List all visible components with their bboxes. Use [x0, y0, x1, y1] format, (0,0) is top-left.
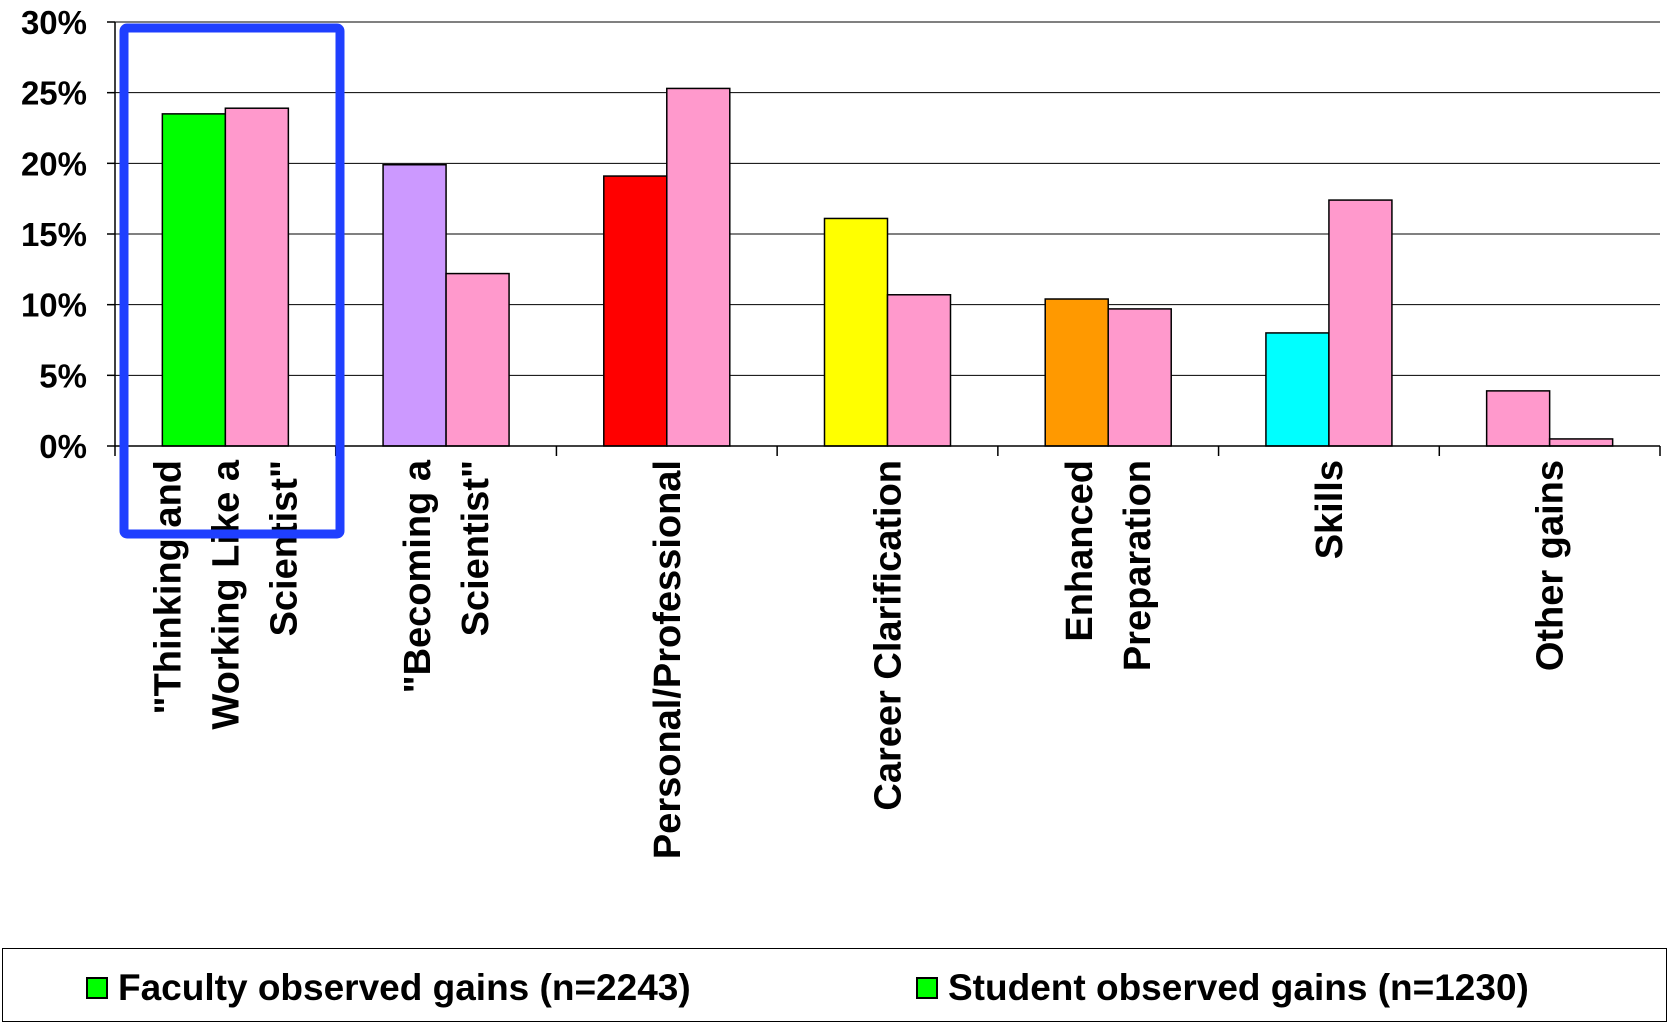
- bar-faculty: [823, 217, 889, 447]
- category-label: Scientist": [455, 460, 497, 636]
- y-tick-label: 0%: [39, 428, 87, 465]
- y-tick-labels: 0% 5% 10% 15% 20% 25% 30%: [21, 4, 87, 465]
- bar-student: [1548, 438, 1614, 447]
- bar-faculty: [1485, 390, 1551, 447]
- axes: [107, 21, 1661, 456]
- legend: Faculty observed gains (n=2243) Student …: [2, 948, 1667, 1022]
- bars: [161, 87, 1614, 447]
- bar-student: [666, 87, 731, 447]
- bar-faculty: [1044, 298, 1109, 447]
- bar-faculty: [603, 175, 668, 447]
- y-tick-label: 30%: [21, 4, 87, 41]
- category-label: Working Like a: [205, 459, 247, 729]
- legend-label-student: Student observed gains (n=1230): [948, 967, 1529, 1008]
- category-labels: "Thinking and Working Like a Scientist" "Be…: [147, 459, 1571, 859]
- category-label: "Thinking and: [147, 460, 189, 714]
- bar-student: [224, 107, 290, 447]
- y-tick-label: 20%: [21, 145, 87, 182]
- category-label: Preparation: [1117, 460, 1159, 671]
- bar-faculty: [161, 113, 227, 447]
- category-label: Personal/Professional: [647, 460, 689, 859]
- category-label: Skills: [1309, 460, 1351, 559]
- category-label: Scientist": [263, 460, 305, 636]
- category-label: Career Clarification: [868, 460, 910, 811]
- legend-swatch-faculty: [86, 977, 108, 999]
- category-label: Other gains: [1530, 460, 1572, 671]
- bar-student: [445, 272, 510, 447]
- bar-faculty: [382, 163, 447, 447]
- y-tick-label: 10%: [21, 287, 87, 324]
- highlight-rectangle: [119, 23, 345, 539]
- y-tick-label: 5%: [39, 357, 87, 394]
- category-label: "Becoming a: [397, 459, 439, 693]
- legend-item-student: Student observed gains (n=1230): [916, 967, 1529, 1009]
- y-tick-label: 15%: [21, 216, 87, 253]
- highlight-box: [119, 23, 345, 539]
- bar-faculty: [1265, 332, 1330, 447]
- category-label: Enhanced: [1059, 460, 1101, 642]
- bar-chart: 0% 5% 10% 15% 20% 25% 30% "Thinking and Working…: [21, 4, 1661, 859]
- legend-label-faculty: Faculty observed gains (n=2243): [118, 967, 691, 1008]
- y-tick-label: 25%: [21, 75, 87, 112]
- legend-item-faculty: Faculty observed gains (n=2243): [86, 967, 691, 1009]
- bar-student: [1107, 308, 1172, 447]
- bar-student: [886, 294, 952, 447]
- bar-student: [1328, 199, 1393, 447]
- legend-swatch-student: [916, 977, 938, 999]
